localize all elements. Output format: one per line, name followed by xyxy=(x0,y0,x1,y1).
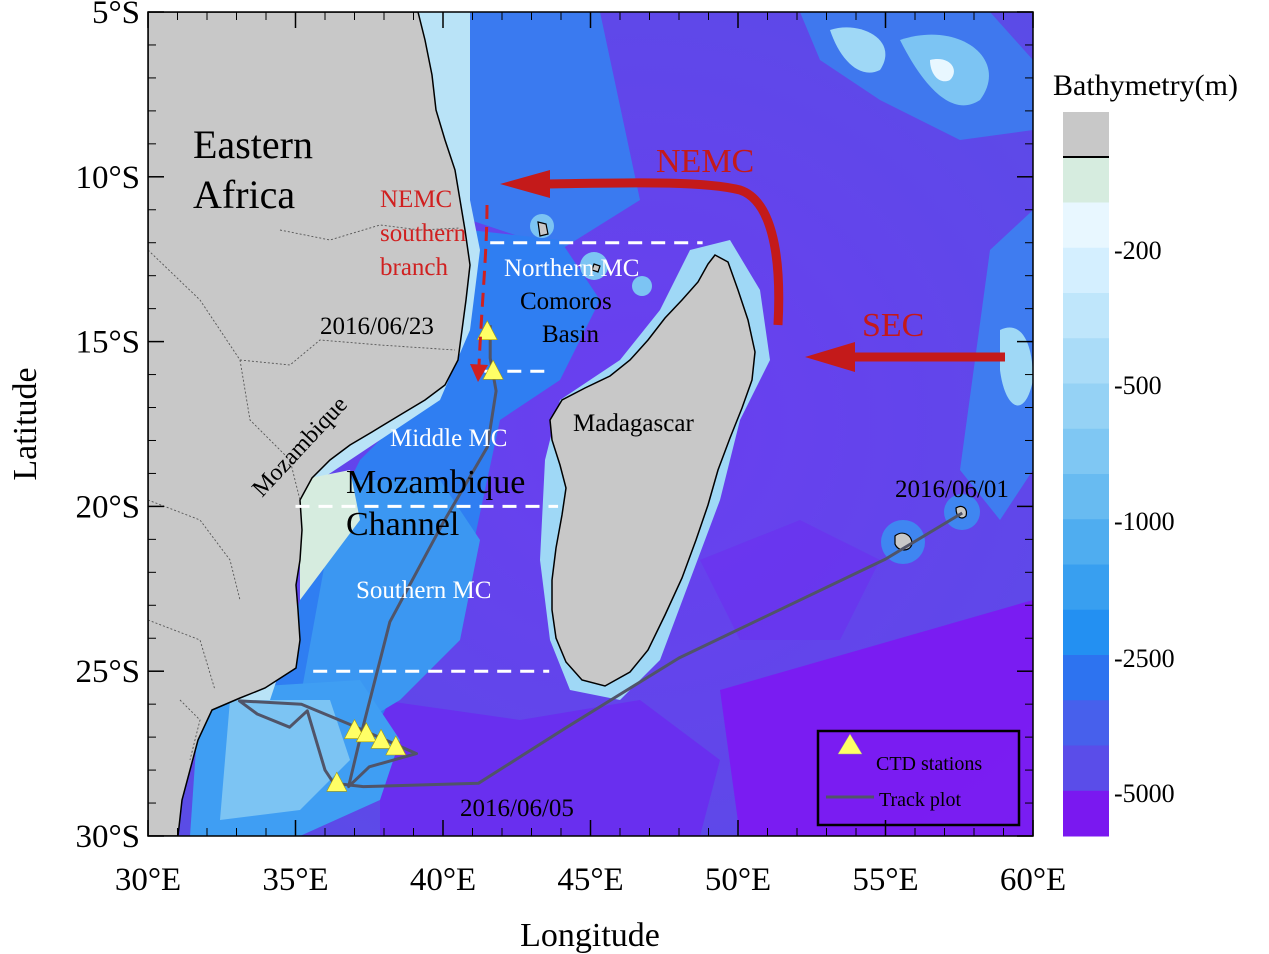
legend-ctd-marker xyxy=(837,733,863,755)
ship-track xyxy=(238,325,963,789)
colorbar-label: -1000 xyxy=(1114,507,1175,536)
legend-track-label: Track plot xyxy=(879,789,961,811)
x-tick-label: 35°E xyxy=(262,862,328,898)
southern-branch-label-3: branch xyxy=(380,254,449,281)
colorbar-swatch xyxy=(1063,519,1109,565)
y-tick-label: 20°S xyxy=(75,489,140,525)
colorbar-swatch xyxy=(1063,247,1109,294)
colorbar-swatch xyxy=(1063,428,1109,475)
ctd-station-marker xyxy=(385,735,407,756)
colorbar-label: -2500 xyxy=(1114,644,1175,673)
colorbar-swatch xyxy=(1063,383,1109,430)
southern-branch-label-1: NEMC xyxy=(380,186,452,213)
ctd-stations xyxy=(326,320,504,792)
x-tick-label: 40°E xyxy=(410,862,476,898)
africa-label-line1: Eastern xyxy=(193,122,313,167)
ctd-station-marker xyxy=(344,718,365,739)
date-label-0623: 2016/06/23 xyxy=(320,313,434,340)
colorbar-labels: -200 -500 -1000 -2500 -5000 xyxy=(1114,236,1175,808)
legend-ctd-label: CTD stations xyxy=(876,753,982,775)
middle-mc-label: Middle MC xyxy=(390,425,507,452)
colorbar-swatch xyxy=(1063,157,1109,203)
ctd-station-marker xyxy=(326,771,348,792)
bathymetry-layer xyxy=(148,12,1033,836)
country-borders xyxy=(148,224,461,761)
ctd-station-marker xyxy=(476,320,498,341)
colorbar-swatch xyxy=(1063,338,1109,384)
madagascar-land xyxy=(549,254,756,687)
africa-land xyxy=(148,12,471,836)
y-tick-label: 5°S xyxy=(92,0,140,31)
southern-branch-label-2: southern xyxy=(380,220,467,247)
sec-current-arrow xyxy=(805,342,1005,372)
x-tick-label: 50°E xyxy=(705,862,771,898)
y-tick-label: 10°S xyxy=(75,160,140,196)
comoros-label-2: Basin xyxy=(542,321,599,348)
colorbar xyxy=(1063,112,1109,837)
colorbar-label: -5000 xyxy=(1114,779,1175,808)
y-tick-label: 30°S xyxy=(75,819,140,855)
colorbar-label: -200 xyxy=(1114,236,1162,265)
x-tick-label: 45°E xyxy=(557,862,623,898)
nemc-current-arrow xyxy=(500,170,784,326)
x-tick-label: 30°E xyxy=(115,862,181,898)
nemc-southern-branch-arrow xyxy=(470,204,489,382)
y-axis-label: Latitude xyxy=(7,367,44,480)
channel-label-1: Mozambique xyxy=(346,464,525,501)
colorbar-swatch xyxy=(1063,564,1109,611)
colorbar-title: Bathymetry(m) xyxy=(1053,69,1238,102)
madagascar-label: Madagascar xyxy=(573,410,694,437)
southern-mc-label: Southern MC xyxy=(356,577,491,604)
legend-box xyxy=(816,729,1021,827)
colorbar-swatch xyxy=(1063,112,1109,158)
x-axis-label: Longitude xyxy=(520,917,660,954)
colorbar-swatch xyxy=(1063,609,1109,656)
channel-label-2: Channel xyxy=(346,506,459,543)
colorbar-swatch xyxy=(1063,293,1109,339)
date-label-0601: 2016/06/01 xyxy=(895,476,1009,503)
comoros-label-1: Comoros xyxy=(520,288,612,315)
ctd-station-marker xyxy=(355,722,377,743)
x-tick-label: 55°E xyxy=(852,862,918,898)
colorbar-swatch xyxy=(1063,745,1109,792)
northern-mc-label: Northern MC xyxy=(504,255,639,282)
ctd-station-marker xyxy=(370,728,392,749)
colorbar-swatch xyxy=(1063,202,1109,249)
y-tick-label: 15°S xyxy=(75,325,140,361)
nemc-label: NEMC xyxy=(656,143,754,180)
colorbar-swatch xyxy=(1063,474,1109,520)
colorbar-swatch xyxy=(1063,790,1109,837)
x-tick-labels: 30°E 35°E 40°E 45°E 50°E 55°E 60°E xyxy=(115,862,1066,898)
date-label-0605: 2016/06/05 xyxy=(460,795,574,822)
ctd-station-marker xyxy=(482,359,504,380)
axis-ticks xyxy=(147,11,1034,837)
africa-label-line2: Africa xyxy=(193,172,295,217)
y-tick-labels: 5°S 10°S 15°S 20°S 25°S 30°S xyxy=(75,0,140,855)
colorbar-label: -500 xyxy=(1114,371,1162,400)
colorbar-swatch xyxy=(1063,655,1109,701)
y-tick-label: 25°S xyxy=(75,654,140,690)
sec-label: SEC xyxy=(862,307,924,344)
x-tick-label: 60°E xyxy=(1000,862,1066,898)
colorbar-swatch xyxy=(1063,700,1109,746)
map-legend: CTD stations Track plot xyxy=(816,729,1021,827)
